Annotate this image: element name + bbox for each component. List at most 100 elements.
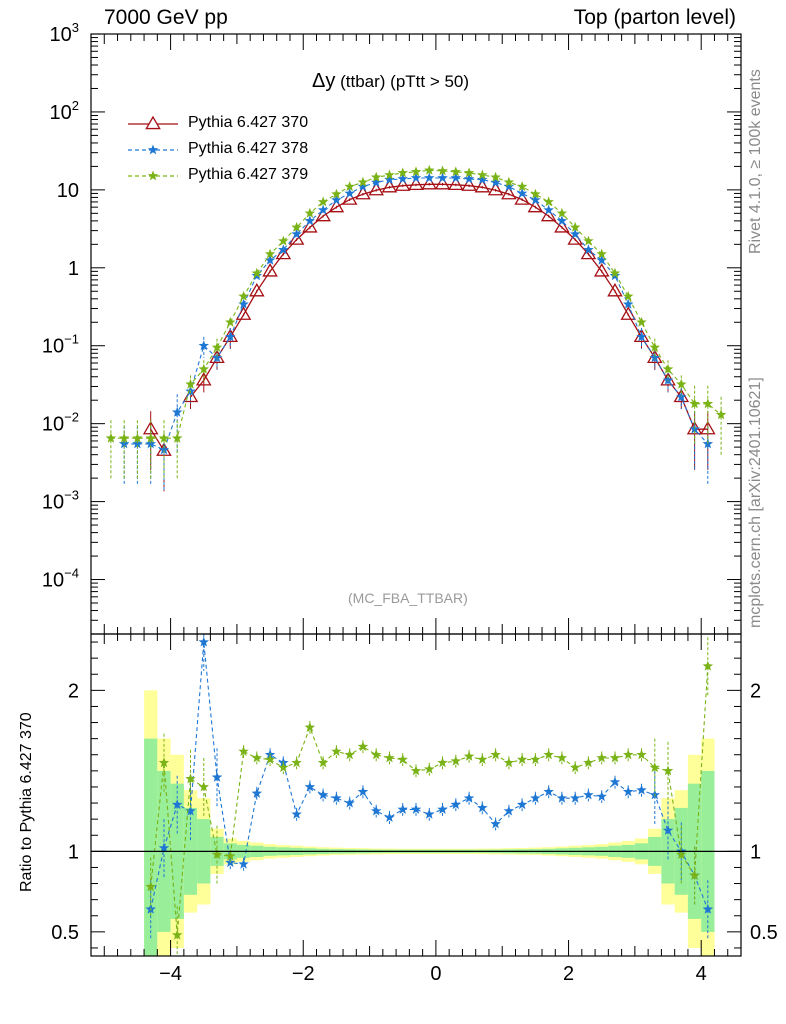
- ratio-point: [211, 849, 223, 859]
- ratio-tick-label-left: 0.5: [51, 922, 79, 944]
- data-point: [132, 438, 143, 449]
- data-point: [689, 398, 700, 409]
- data-point: [450, 172, 461, 183]
- data-point: [662, 374, 674, 385]
- ratio-point: [424, 808, 435, 819]
- data-point: [516, 181, 528, 192]
- ratio-series-378: [145, 634, 714, 939]
- ratio-tick-label-right: 2: [750, 680, 761, 702]
- y-tick-label: 10−1: [42, 332, 79, 358]
- title-symbol: Δy: [312, 70, 336, 92]
- ratio-point: [304, 781, 316, 792]
- legend-markers: [128, 115, 178, 181]
- data-point: [596, 248, 607, 259]
- ratio-point: [570, 792, 581, 803]
- data-point: [278, 244, 289, 255]
- x-tick-label: 4: [696, 963, 707, 985]
- data-point: [543, 196, 554, 207]
- mcplots-label: mcplots.cern.ch [arXiv:2401.10621]: [747, 377, 764, 628]
- data-point: [434, 175, 451, 190]
- data-point: [463, 173, 475, 184]
- data-point: [676, 378, 687, 389]
- series-line-378: [124, 177, 709, 451]
- data-point: [397, 173, 408, 184]
- data-point: [225, 331, 236, 342]
- data-point: [540, 207, 557, 222]
- data-point: [251, 267, 262, 278]
- ratio-point: [477, 754, 488, 764]
- ratio-point: [596, 752, 607, 763]
- ratio-point: [636, 749, 647, 760]
- data-point: [198, 340, 209, 351]
- data-point: [583, 244, 594, 255]
- ratio-point: [609, 752, 621, 763]
- data-point: [593, 263, 610, 277]
- data-point: [238, 298, 249, 309]
- ratio-point: [556, 752, 568, 763]
- ratio-line-379: [150, 666, 709, 936]
- ratio-point: [145, 881, 156, 892]
- ratio-point: [331, 746, 342, 756]
- ratio-point: [397, 804, 408, 814]
- rivet-version-label: Rivet 4.1.0, ≥ 100k events: [747, 69, 764, 254]
- title-rest: (ttbar) (pTtt > 50): [340, 72, 470, 91]
- plot-title: Δy (ttbar) (pTtt > 50): [312, 70, 469, 93]
- ratio-point: [198, 636, 209, 647]
- data-point: [384, 174, 395, 185]
- data-point: [649, 352, 660, 363]
- data-point: [676, 391, 687, 402]
- data-point: [554, 219, 570, 233]
- data-point: [264, 248, 276, 259]
- ratio-point: [317, 789, 329, 800]
- ratio-point: [264, 754, 276, 764]
- ratio-tick-label-right: 1: [750, 841, 761, 863]
- data-point: [304, 215, 316, 226]
- ratio-point: [556, 792, 568, 803]
- data-point: [172, 406, 183, 417]
- data-point: [145, 438, 156, 449]
- data-point: [357, 176, 369, 187]
- ratio-point: [371, 749, 382, 760]
- legend-marker-379: [147, 170, 159, 181]
- ratio-point: [251, 752, 262, 763]
- data-point: [331, 194, 342, 205]
- ratio-point: [238, 858, 249, 869]
- ratio-point: [397, 754, 408, 764]
- ratio-point: [331, 792, 342, 803]
- data-point: [302, 219, 318, 233]
- ratio-point: [516, 799, 528, 810]
- data-point: [474, 178, 491, 193]
- data-point: [118, 438, 130, 449]
- ratio-point: [450, 799, 461, 810]
- ratio-tick-label-left: 1: [68, 841, 79, 863]
- x-tick-label: −4: [159, 963, 182, 985]
- data-point: [421, 175, 438, 190]
- ratio-point: [410, 804, 422, 814]
- data-point: [262, 263, 278, 277]
- data-point: [623, 290, 634, 301]
- data-point: [477, 169, 488, 180]
- data-point: [198, 363, 209, 374]
- ratio-point: [662, 765, 674, 776]
- data-point: [291, 221, 302, 232]
- data-point: [381, 178, 398, 193]
- data-point: [357, 181, 369, 192]
- data-point: [410, 166, 422, 177]
- series-378: [118, 172, 714, 491]
- data-point: [487, 181, 504, 196]
- data-point: [317, 204, 329, 215]
- data-point: [408, 176, 424, 191]
- ratio-point: [609, 776, 621, 787]
- y-tick-label: 103: [50, 20, 79, 46]
- data-point: [118, 432, 130, 443]
- data-point: [172, 432, 183, 443]
- data-point: [501, 185, 517, 200]
- y-tick-exponent: 2: [72, 98, 79, 113]
- ratio-point: [158, 757, 170, 768]
- data-point: [238, 290, 249, 301]
- data-point: [437, 172, 448, 183]
- data-point: [278, 235, 289, 246]
- x-tick-label: −2: [292, 963, 315, 985]
- ratio-point: [251, 787, 262, 798]
- ratio-point: [490, 818, 501, 829]
